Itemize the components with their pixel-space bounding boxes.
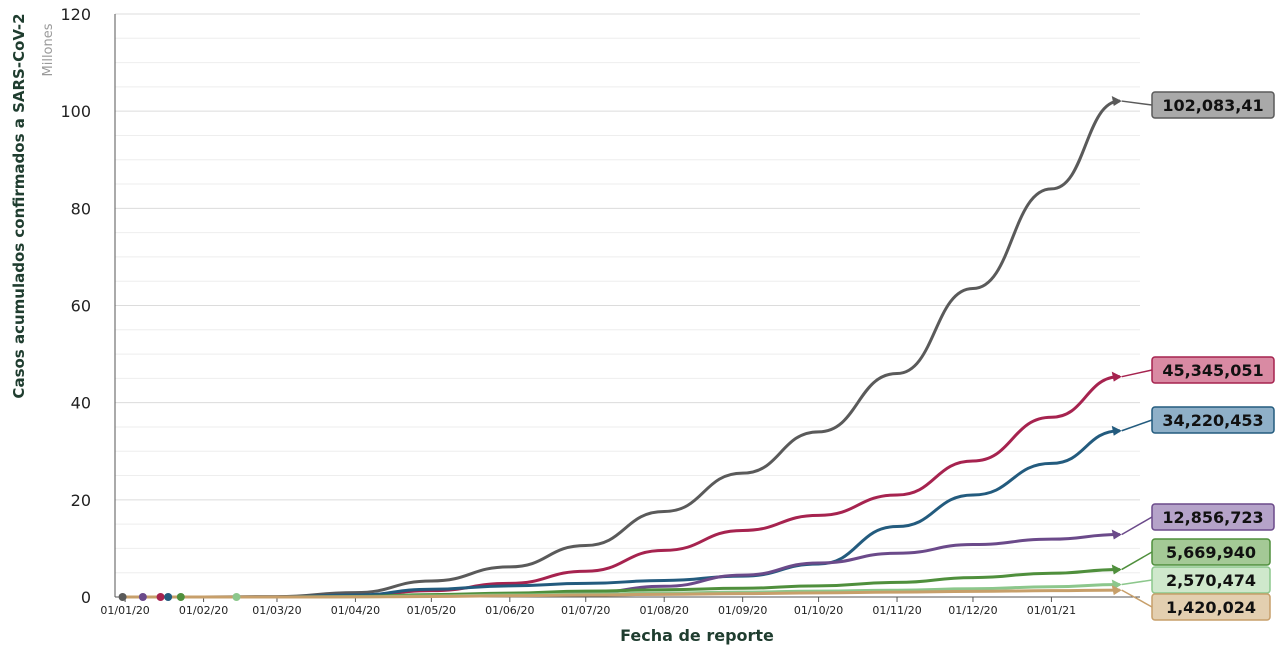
series-end-arrow bbox=[1112, 530, 1122, 540]
end-label-connector bbox=[1122, 590, 1152, 607]
x-tick-label: 01/10/20 bbox=[794, 604, 843, 617]
early-case-marker bbox=[157, 593, 165, 601]
x-tick-label: 01/07/20 bbox=[561, 604, 610, 617]
series-line bbox=[125, 101, 1120, 597]
end-label-value: 102,083,41 bbox=[1162, 96, 1263, 115]
end-label-value: 12,856,723 bbox=[1162, 508, 1263, 527]
y-axis-unit: Millones bbox=[41, 23, 56, 76]
x-tick-label: 01/03/20 bbox=[252, 604, 301, 617]
grid-lines bbox=[115, 14, 1140, 597]
x-tick-label: 01/06/20 bbox=[485, 604, 534, 617]
y-tick-label: 0 bbox=[81, 588, 91, 607]
end-label-connector bbox=[1122, 420, 1152, 431]
series-line bbox=[125, 431, 1120, 597]
early-case-marker bbox=[164, 593, 172, 601]
y-tick-label: 60 bbox=[71, 297, 91, 316]
x-axis-title: Fecha de reporte bbox=[620, 626, 774, 645]
series-lines bbox=[125, 96, 1122, 597]
early-case-marker bbox=[139, 593, 147, 601]
y-axis-title: Casos acumulados confirmados a SARS-CoV-… bbox=[10, 13, 28, 398]
x-tick-label: 01/09/20 bbox=[718, 604, 767, 617]
end-label-connector bbox=[1122, 101, 1152, 105]
y-tick-label: 20 bbox=[71, 491, 91, 510]
y-tick-label: 40 bbox=[71, 394, 91, 413]
end-label-connector bbox=[1122, 580, 1152, 585]
x-tick-label: 01/08/20 bbox=[639, 604, 688, 617]
end-label-value: 1,420,024 bbox=[1166, 598, 1256, 617]
y-tick-label: 120 bbox=[60, 5, 91, 24]
end-label-connector bbox=[1122, 370, 1152, 377]
y-tick-label: 100 bbox=[60, 102, 91, 121]
early-case-marker bbox=[177, 593, 185, 601]
x-tick-label: 01/11/20 bbox=[872, 604, 921, 617]
series-end-arrow bbox=[1112, 96, 1122, 106]
x-tick-label: 01/01/21 bbox=[1027, 604, 1076, 617]
y-tick-labels: 0 20 40 60 80 100 120 bbox=[60, 5, 91, 607]
end-label-value: 5,669,940 bbox=[1166, 543, 1256, 562]
end-label-value: 2,570,474 bbox=[1166, 571, 1256, 590]
x-tick-label: 01/04/20 bbox=[331, 604, 380, 617]
end-label-value: 34,220,453 bbox=[1162, 411, 1263, 430]
early-case-marker bbox=[232, 593, 240, 601]
x-tick-label: 01/12/20 bbox=[948, 604, 997, 617]
x-tick-label: 01/01/20 bbox=[100, 604, 149, 617]
y-tick-label: 80 bbox=[71, 199, 91, 218]
end-label-value: 45,345,051 bbox=[1162, 361, 1263, 380]
series-end-arrow bbox=[1112, 372, 1122, 382]
x-tick-labels: 01/01/20 01/02/20 01/03/20 01/04/20 01/05/20… bbox=[100, 597, 1076, 617]
early-case-marker bbox=[119, 593, 127, 601]
end-label-connector bbox=[1122, 517, 1152, 535]
x-tick-label: 01/05/20 bbox=[407, 604, 456, 617]
end-label-connector bbox=[1122, 552, 1152, 569]
end-labels: 102,083,41 45,345,051 34,220,453 12,856,723… bbox=[1122, 92, 1274, 620]
x-tick-label: 01/02/20 bbox=[179, 604, 228, 617]
series-line bbox=[125, 377, 1120, 597]
